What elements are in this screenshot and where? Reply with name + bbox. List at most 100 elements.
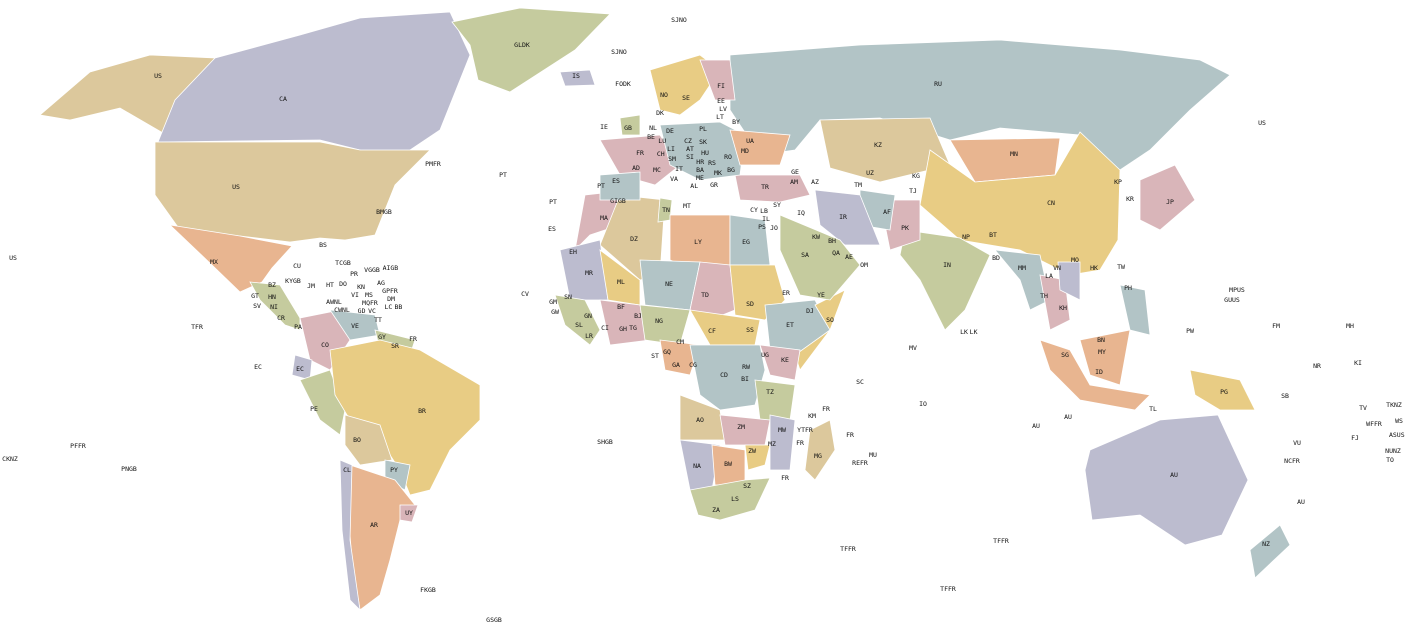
country-label: KR (1126, 195, 1134, 203)
country-label: VU (1293, 439, 1301, 447)
country-label: CN (1047, 199, 1055, 207)
country-label: UY (405, 509, 413, 517)
country-shape[interactable] (659, 339, 701, 376)
country-shape[interactable] (754, 379, 796, 421)
country-shape[interactable] (399, 504, 419, 523)
country-shape[interactable] (554, 294, 601, 346)
country-shape[interactable] (339, 459, 361, 612)
country-shape[interactable] (994, 249, 1051, 311)
country-label: DE (666, 127, 674, 135)
country-label: GM (549, 298, 557, 306)
country-label: AR (370, 521, 378, 529)
country-shape[interactable] (744, 444, 771, 471)
country-label: AM (790, 178, 798, 186)
country-label: IT (675, 165, 683, 173)
country-label: GUUS (1224, 296, 1240, 304)
country-shape[interactable] (1057, 261, 1081, 301)
country-label: AU (1064, 413, 1072, 421)
country-label: LS (731, 495, 739, 503)
country-label: MR (585, 269, 593, 277)
country-label: TV (1359, 404, 1367, 412)
country-label: UZ (866, 169, 874, 177)
country-shape[interactable] (729, 129, 791, 166)
country-shape[interactable] (804, 419, 836, 481)
country-label: SO (826, 316, 834, 324)
country-shape[interactable] (779, 214, 861, 301)
country-shape[interactable] (154, 141, 431, 243)
country-shape[interactable] (949, 137, 1061, 183)
country-label: LR (585, 332, 593, 340)
country-label: SG (1061, 351, 1069, 359)
country-label: FJ (1351, 434, 1359, 442)
country-label: JO (770, 224, 778, 232)
country-label: AIGB (383, 264, 399, 272)
country-label: BH (828, 237, 836, 245)
country-shape[interactable] (794, 289, 846, 371)
country-label: IQ (797, 209, 805, 217)
country-label: TG (629, 324, 637, 332)
country-shape[interactable] (719, 414, 771, 446)
country-shape[interactable] (599, 171, 641, 201)
country-label: HN (268, 293, 276, 301)
country-label: ST (651, 352, 659, 360)
country-label: RO (724, 153, 732, 161)
country-label: IE (600, 123, 608, 131)
country-label: FR (409, 335, 417, 343)
country-shape[interactable] (1189, 369, 1256, 411)
country-shape[interactable] (1039, 339, 1151, 411)
country-label: TFFR (840, 545, 856, 553)
country-label: BA (696, 166, 704, 174)
country-shape[interactable] (769, 414, 796, 471)
country-label: TFFR (940, 585, 956, 593)
country-label: KN (357, 283, 365, 291)
country-label: IS (572, 72, 580, 80)
country-label: CL (343, 466, 351, 474)
country-shape[interactable] (168, 224, 293, 293)
country-label: GPFR (382, 287, 398, 295)
country-label: BZ (268, 281, 276, 289)
country-shape[interactable] (249, 281, 301, 331)
country-shape[interactable] (819, 117, 951, 183)
country-label: BI (741, 375, 749, 383)
country-label: SM (668, 155, 676, 163)
country-shape[interactable] (1084, 414, 1249, 546)
country-label: FM (1272, 322, 1280, 330)
country-shape[interactable] (699, 59, 736, 101)
country-label: TW (1117, 263, 1125, 271)
country-label: SE (682, 94, 690, 102)
country-label: BF (617, 303, 625, 311)
country-label: FR (636, 149, 644, 157)
country-label: VA (670, 175, 678, 183)
country-shape[interactable] (899, 229, 991, 331)
country-shape[interactable] (814, 189, 881, 246)
country-shape[interactable] (559, 69, 596, 87)
country-label: SJNO (611, 48, 627, 56)
country-shape[interactable] (1139, 164, 1196, 231)
country-label: ES (612, 177, 620, 185)
country-shape[interactable] (451, 7, 611, 93)
country-shape[interactable] (759, 344, 801, 381)
country-shape[interactable] (1079, 329, 1131, 386)
country-shape[interactable] (1119, 284, 1151, 336)
country-shape[interactable] (689, 477, 771, 521)
country-shape[interactable] (659, 121, 746, 181)
country-label: CV (521, 290, 529, 298)
country-label: GT (251, 292, 259, 300)
country-shape[interactable] (599, 134, 681, 186)
country-shape[interactable] (649, 54, 721, 116)
country-shape[interactable] (344, 414, 393, 466)
country-shape[interactable] (1249, 524, 1291, 579)
country-shape[interactable] (619, 114, 641, 136)
country-label: KW (812, 233, 820, 241)
country-shape[interactable] (734, 174, 811, 203)
country-label: LU (658, 137, 666, 145)
country-label: BJ (634, 312, 642, 320)
country-label: NR (1313, 362, 1321, 370)
country-shape[interactable] (559, 239, 609, 301)
country-label: MPUS (1229, 286, 1245, 294)
country-shape[interactable] (919, 131, 1121, 276)
country-label: WS (1395, 417, 1403, 425)
country-label: ASUS (1389, 431, 1405, 439)
country-label: UG (761, 351, 769, 359)
